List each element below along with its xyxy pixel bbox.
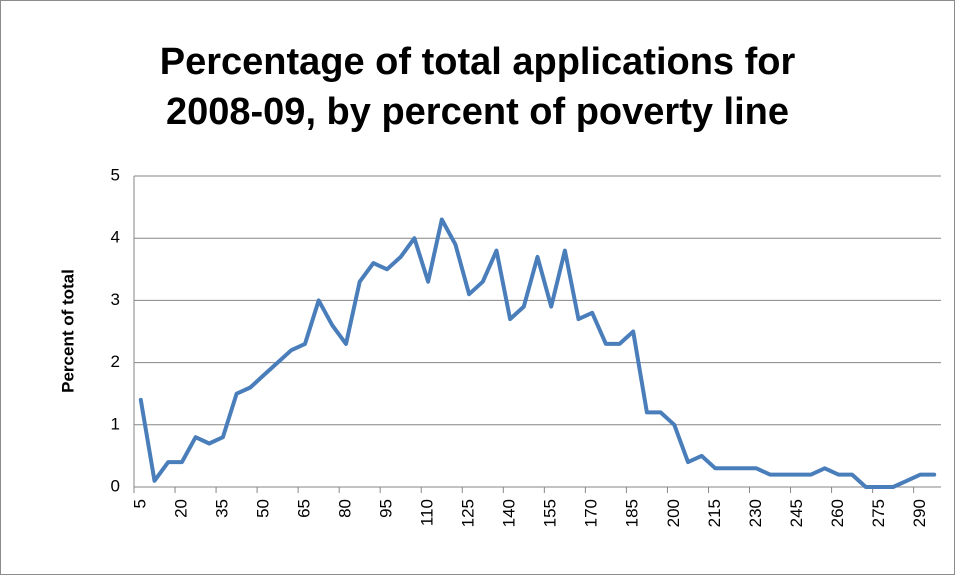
y-axis-label: Percent of total [58,269,77,393]
y-tick-label: 4 [111,228,120,247]
y-tick-label: 0 [111,476,120,495]
x-tick-label: 200 [664,499,683,527]
y-tick-label: 5 [111,165,120,184]
x-tick-label: 290 [910,499,929,527]
x-tick-label: 80 [335,499,354,518]
x-tick-label: 65 [294,499,313,518]
x-tick-label: 50 [253,499,272,518]
x-tick-label: 275 [869,499,888,527]
x-tick-label: 95 [377,499,396,518]
title-box: Percentage of total applications for 200… [1,37,954,137]
x-tick-label: 155 [541,499,560,527]
y-tick-label: 3 [111,290,120,309]
x-tick-label: 125 [459,499,478,527]
x-tick-label: 215 [705,499,724,527]
x-tick-label: 140 [500,499,519,527]
x-tick-label: 185 [623,499,642,527]
chart-title: Percentage of total applications for 200… [159,41,796,133]
y-tick-label: 2 [111,352,120,371]
x-tick-label: 5 [130,499,149,508]
x-tick-label: 260 [828,499,847,527]
x-tick-label: 110 [418,499,437,526]
x-tick-label: 35 [212,499,231,518]
y-tick-label: 1 [111,414,120,433]
data-line [138,217,937,489]
x-tick-label: 230 [746,499,765,527]
x-tick-label: 245 [787,499,806,527]
x-tick-label: 20 [171,499,190,518]
x-tick-label: 170 [582,499,601,527]
